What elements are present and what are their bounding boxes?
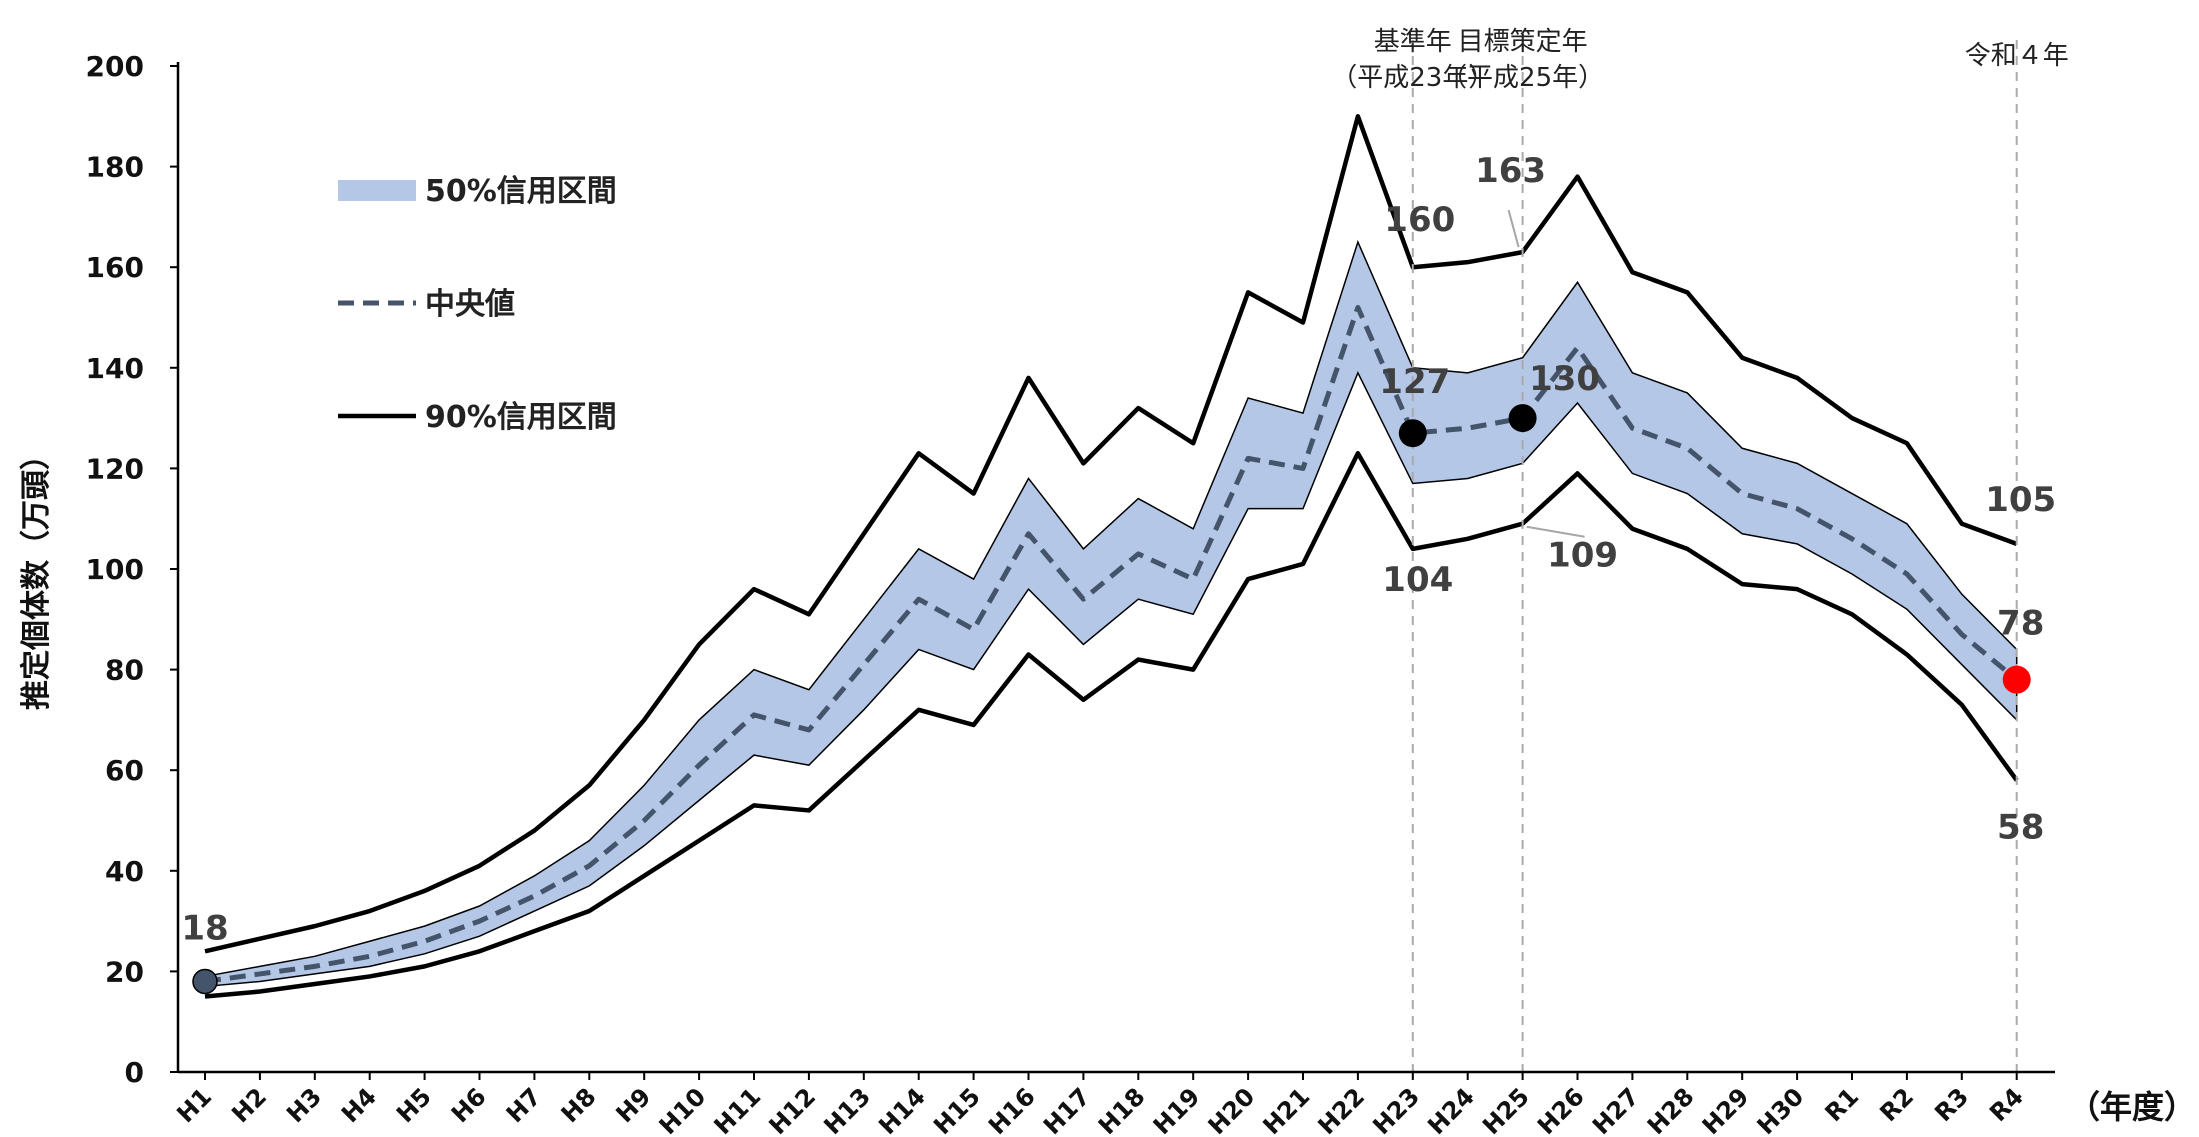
x-tick-label-H28: H28 xyxy=(1642,1082,1700,1137)
x-tick-label-H14: H14 xyxy=(873,1082,931,1137)
x-tick-label-H16: H16 xyxy=(983,1082,1041,1137)
y-tick-label-0: 0 xyxy=(125,1056,144,1089)
x-tick-label-R4: R4 xyxy=(1984,1082,2029,1127)
reference-label-H23: 基準年 xyxy=(1374,27,1452,57)
line-layer xyxy=(204,114,2019,999)
point-R4 xyxy=(2002,665,2031,694)
x-tick-label-H24: H24 xyxy=(1422,1082,1480,1137)
legend-swatch-band50 xyxy=(338,180,416,201)
x-tick-label-H20: H20 xyxy=(1203,1082,1261,1137)
x-tick-label-H21: H21 xyxy=(1258,1082,1316,1137)
y-tick-label-100: 100 xyxy=(86,553,144,586)
x-tick-label-H17: H17 xyxy=(1038,1082,1096,1137)
x-tick-label-H10: H10 xyxy=(654,1082,712,1137)
x-tick-label-H18: H18 xyxy=(1093,1082,1151,1137)
data-label-109: 109 xyxy=(1547,536,1618,576)
point-H25 xyxy=(1508,404,1537,433)
band-layer xyxy=(204,239,2018,988)
labels-layer: 18 160 163 127 130 104 109 105 78 58 xyxy=(181,151,2056,948)
x-tick-label-H2: H2 xyxy=(226,1082,272,1128)
x-tick-label-R3: R3 xyxy=(1929,1082,1974,1127)
x-tick-label-H4: H4 xyxy=(336,1082,382,1128)
data-label-105: 105 xyxy=(1985,480,2056,520)
data-label-160: 160 xyxy=(1384,200,1455,240)
x-axis-unit: （年度） xyxy=(2068,1088,2196,1126)
y-tick-label-20: 20 xyxy=(105,955,144,988)
x-tick-label-H1: H1 xyxy=(171,1082,217,1128)
x-tick-label-H15: H15 xyxy=(928,1082,986,1137)
y-tick-label-80: 80 xyxy=(105,654,144,687)
x-tick-label-H6: H6 xyxy=(446,1082,492,1128)
data-label-104: 104 xyxy=(1382,560,1453,600)
reference-sublabel-H25: （平成25年） xyxy=(1441,63,1604,93)
y-tick-label-180: 180 xyxy=(86,151,144,184)
point-H1 xyxy=(192,968,218,995)
y-tick-label-120: 120 xyxy=(86,452,144,485)
x-tick-label-H27: H27 xyxy=(1587,1082,1645,1137)
legend-label-ci90: 90%信用区間 xyxy=(425,400,617,435)
x-tick-label-H25: H25 xyxy=(1477,1082,1535,1137)
x-tick-label-H22: H22 xyxy=(1313,1082,1371,1137)
x-tick-label-H30: H30 xyxy=(1752,1082,1810,1137)
x-tick-label-H11: H11 xyxy=(709,1082,767,1137)
reference-sublabel-H23: （平成23年） xyxy=(1331,63,1494,93)
y-axis-label: 推定個体数（万頭） xyxy=(19,440,54,710)
legend-label-median: 中央値 xyxy=(425,287,515,322)
x-tick-label-H26: H26 xyxy=(1532,1082,1590,1137)
reference-label-R4: 令和４年 xyxy=(1965,41,2069,71)
reference-label-H25: 目標策定年 xyxy=(1458,27,1588,57)
x-tick-label-H29: H29 xyxy=(1697,1082,1755,1137)
data-label-127: 127 xyxy=(1379,362,1450,402)
x-tick-label-H3: H3 xyxy=(281,1082,327,1128)
x-tick-label-H19: H19 xyxy=(1148,1082,1206,1137)
x-tick-label-H23: H23 xyxy=(1367,1082,1425,1137)
ci90-upper-line xyxy=(204,114,2018,954)
x-tick-label-H12: H12 xyxy=(764,1082,822,1137)
band-50-area xyxy=(204,239,2018,988)
y-tick-label-140: 140 xyxy=(86,352,144,385)
x-tick-label-H13: H13 xyxy=(818,1082,876,1137)
data-label-78: 78 xyxy=(1997,604,2044,644)
y-tick-label-160: 160 xyxy=(86,251,144,284)
legend-label-band50: 50%信用区間 xyxy=(425,174,617,209)
data-label-163: 163 xyxy=(1475,151,1546,191)
y-tick-label-40: 40 xyxy=(105,855,144,888)
points-layer xyxy=(192,404,2031,995)
reference-layer: 基準年 （平成23年） 目標策定年 （平成25年） 令和４年 xyxy=(1331,27,2069,1072)
y-tick-label-60: 60 xyxy=(105,754,144,787)
x-tick-label-H9: H9 xyxy=(611,1082,657,1128)
leader-line-163 xyxy=(1507,209,1520,248)
x-tick-label-R1: R1 xyxy=(1820,1082,1865,1127)
point-H23 xyxy=(1398,419,1427,448)
ci90-lower-line xyxy=(204,451,2019,999)
leader-line-109 xyxy=(1526,525,1585,538)
data-label-130: 130 xyxy=(1529,359,1600,399)
data-label-18: 18 xyxy=(181,908,228,948)
x-tick-label-H5: H5 xyxy=(391,1082,437,1128)
median-line xyxy=(204,304,2019,984)
data-label-58: 58 xyxy=(1997,807,2044,847)
x-tick-label-H7: H7 xyxy=(501,1082,547,1128)
x-tick-label-R2: R2 xyxy=(1874,1082,1919,1127)
y-tick-label-200: 200 xyxy=(86,50,144,83)
x-tick-label-H8: H8 xyxy=(556,1082,602,1128)
